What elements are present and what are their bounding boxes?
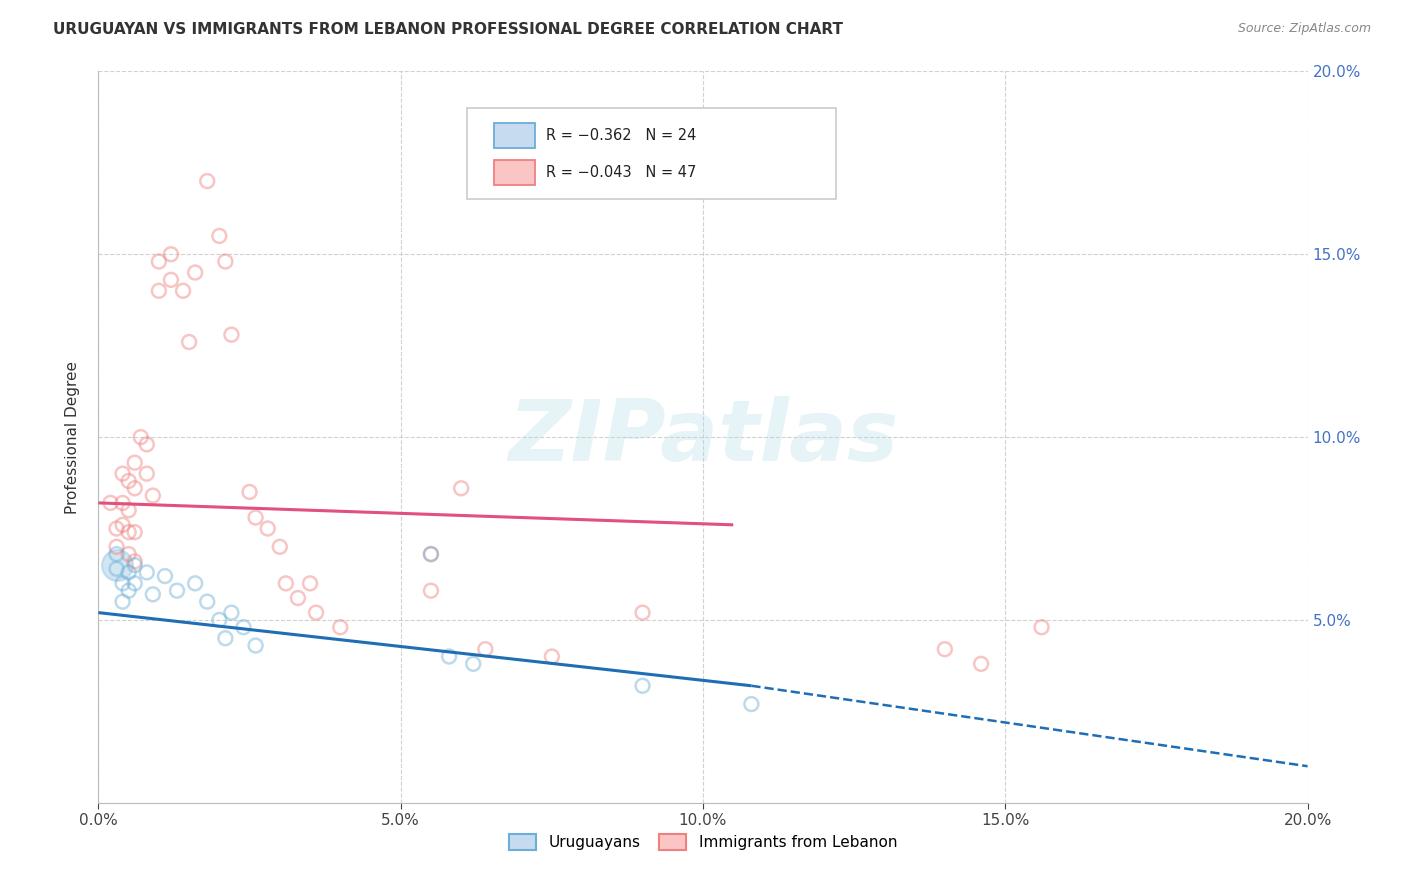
Point — [148, 254, 170, 268]
Text: R = −0.362   N = 24: R = −0.362 N = 24 — [546, 128, 696, 143]
Point — [129, 430, 152, 444]
Point — [450, 481, 472, 495]
Point — [274, 576, 297, 591]
Point — [111, 496, 134, 510]
Point — [111, 576, 134, 591]
Point — [105, 547, 128, 561]
Point — [305, 606, 328, 620]
Point — [437, 649, 460, 664]
Point — [239, 485, 262, 500]
Point — [256, 521, 278, 535]
Point — [184, 576, 207, 591]
Point — [105, 558, 128, 573]
Point — [221, 606, 243, 620]
Point — [135, 566, 157, 580]
Point — [208, 229, 231, 244]
Point — [153, 569, 176, 583]
Point — [142, 587, 165, 601]
Point — [934, 642, 956, 657]
Point — [118, 525, 141, 540]
Point — [111, 467, 134, 481]
Point — [118, 566, 141, 580]
Point — [118, 547, 141, 561]
Point — [160, 273, 183, 287]
Y-axis label: Professional Degree: Professional Degree — [65, 360, 80, 514]
Point — [148, 284, 170, 298]
Point — [124, 481, 146, 495]
Point — [111, 517, 134, 532]
Text: ZIPatlas: ZIPatlas — [508, 395, 898, 479]
Point — [631, 679, 654, 693]
Point — [474, 642, 496, 657]
Point — [124, 456, 146, 470]
Point — [232, 620, 254, 634]
Point — [631, 606, 654, 620]
Point — [299, 576, 322, 591]
FancyBboxPatch shape — [467, 108, 837, 200]
Text: Source: ZipAtlas.com: Source: ZipAtlas.com — [1237, 22, 1371, 36]
Point — [221, 327, 243, 342]
Point — [329, 620, 352, 634]
Point — [420, 547, 443, 561]
Point — [214, 632, 236, 646]
Point — [118, 503, 141, 517]
Point — [540, 649, 562, 664]
Point — [740, 697, 762, 711]
Point — [269, 540, 291, 554]
Point — [245, 510, 267, 524]
Point — [124, 558, 146, 573]
Point — [105, 562, 128, 576]
Point — [463, 657, 485, 671]
Point — [420, 583, 443, 598]
Point — [184, 266, 207, 280]
FancyBboxPatch shape — [494, 160, 534, 185]
Point — [166, 583, 188, 598]
Point — [124, 554, 146, 568]
Point — [208, 613, 231, 627]
Legend: Uruguayans, Immigrants from Lebanon: Uruguayans, Immigrants from Lebanon — [509, 834, 897, 850]
Point — [172, 284, 194, 298]
Point — [160, 247, 183, 261]
Point — [105, 540, 128, 554]
Point — [245, 639, 267, 653]
Point — [118, 474, 141, 488]
Point — [124, 525, 146, 540]
Point — [1031, 620, 1053, 634]
Point — [124, 576, 146, 591]
Text: R = −0.043   N = 47: R = −0.043 N = 47 — [546, 165, 696, 179]
Point — [195, 174, 218, 188]
Point — [420, 547, 443, 561]
Text: URUGUAYAN VS IMMIGRANTS FROM LEBANON PROFESSIONAL DEGREE CORRELATION CHART: URUGUAYAN VS IMMIGRANTS FROM LEBANON PRO… — [53, 22, 844, 37]
Point — [135, 467, 157, 481]
Point — [135, 437, 157, 451]
Point — [142, 489, 165, 503]
Point — [111, 594, 134, 608]
Point — [100, 496, 122, 510]
Point — [214, 254, 236, 268]
Point — [195, 594, 218, 608]
FancyBboxPatch shape — [494, 122, 534, 148]
Point — [970, 657, 993, 671]
Point — [118, 583, 141, 598]
Point — [179, 334, 201, 349]
Point — [105, 521, 128, 535]
Point — [287, 591, 309, 605]
